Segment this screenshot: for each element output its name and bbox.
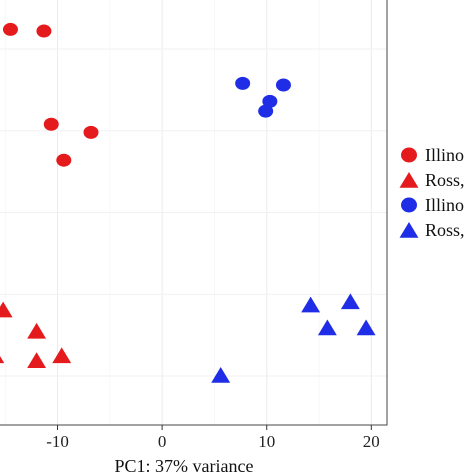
point-series-3-circle-2 — [235, 76, 251, 90]
point-series-1-circle-2 — [36, 24, 52, 38]
point-series-4-triangle-5 — [211, 366, 231, 383]
x-axis-ticks: -10 0 10 20 — [46, 425, 380, 451]
point-series-3-circle-5 — [258, 104, 274, 118]
point-series-1-circle-3 — [43, 117, 59, 131]
x-tick-label: 0 — [158, 432, 167, 451]
point-series-2-triangle-1 — [0, 301, 13, 318]
x-tick-label: -10 — [46, 432, 69, 451]
point-series-2-triangle-3 — [52, 347, 72, 364]
legend-label-1: Illino — [425, 145, 464, 165]
legend-label-2: Ross, — [425, 170, 465, 190]
legend-key-1 — [401, 147, 417, 163]
point-series-4-triangle-2 — [340, 293, 360, 310]
point-series-1-circle-4 — [83, 125, 99, 139]
point-series-4-triangle-4 — [356, 319, 376, 336]
legend-label-3: Illino — [425, 195, 464, 215]
point-series-2-triangle-4 — [27, 352, 47, 368]
x-axis-title: PC1: 37% variance — [115, 456, 254, 474]
point-series-4-triangle-1 — [301, 296, 321, 313]
x-tick-label: 10 — [258, 432, 275, 451]
legend-key-2 — [399, 172, 419, 188]
point-series-3-circle-4 — [262, 94, 278, 108]
point-series-3-circle-3 — [275, 78, 291, 92]
legend: Illino Ross, Illino Ross, — [399, 145, 465, 240]
point-series-1-circle-5 — [56, 153, 72, 167]
legend-key-4 — [399, 222, 419, 238]
x-tick-label: 20 — [363, 432, 380, 451]
legend-key-3 — [401, 197, 417, 213]
point-series-2-triangle-2 — [27, 322, 47, 339]
plot-border — [0, 0, 388, 426]
grid-lines — [0, 0, 387, 425]
point-series-1-circle-1 — [2, 22, 18, 36]
data-points — [0, 22, 376, 383]
point-series-4-triangle-3 — [317, 319, 337, 336]
point-series-2-triangle-5 — [0, 356, 5, 364]
legend-label-4: Ross, — [425, 220, 465, 240]
